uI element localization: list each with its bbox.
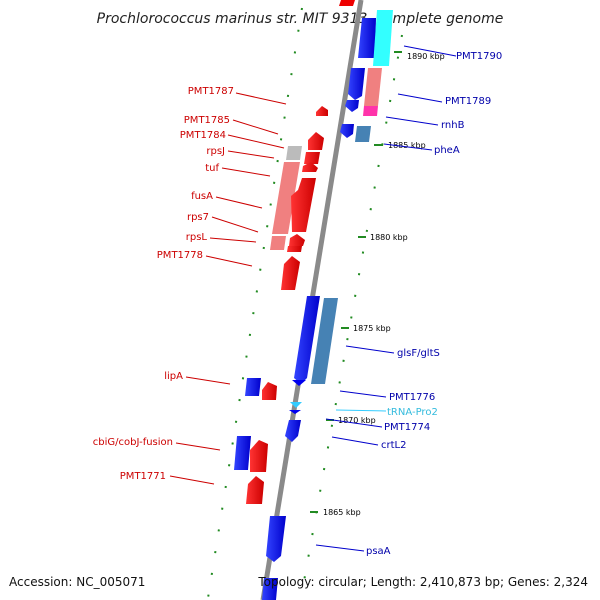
leader-tRNA-Pro2 <box>335 409 387 412</box>
gene-PMT1789-pink <box>363 106 378 116</box>
label-PMT1785: PMT1785 <box>184 115 230 126</box>
gene-top-red <box>339 0 355 6</box>
kbp-label-1880: 1880 kbp <box>370 233 408 242</box>
kbp-labels: 1890 kbp 1885 kbp 1880 kbp 1875 kbp 1870… <box>323 52 445 517</box>
label-PMT1789: PMT1789 <box>445 96 491 107</box>
gene-rps7 <box>289 234 305 246</box>
gene-lipA <box>262 382 277 400</box>
label-PMT1784: PMT1784 <box>180 130 226 141</box>
label-rnhB: rnhB <box>441 120 465 131</box>
reverse-strand-genes <box>246 0 355 504</box>
gene-cbiG-blue <box>234 436 251 470</box>
label-PMT1790: PMT1790 <box>456 51 502 62</box>
accession-label: Accession: NC_005071 <box>9 575 145 589</box>
gene-PMT1774 <box>289 410 301 414</box>
gene-PMT1790-rrna <box>373 10 393 66</box>
label-PMT1787: PMT1787 <box>188 86 234 97</box>
label-cbiG-cobJ-fusion: cbiG/cobJ-fusion <box>93 437 173 448</box>
gene-PMT1787 <box>316 106 328 116</box>
right-leaders <box>315 45 457 552</box>
gene-tRNA-Pro2 <box>290 402 302 408</box>
kbp-label-1875: 1875 kbp <box>353 324 391 333</box>
kbp-label-1890: 1890 kbp <box>407 52 445 61</box>
label-rpsJ: rpsJ <box>206 146 225 157</box>
gene-PMT1789 <box>348 68 365 100</box>
label-glsF-gltS: glsF/gltS <box>397 348 440 359</box>
kbp-label-1885: 1885 kbp <box>388 141 426 150</box>
label-lipA: lipA <box>164 371 183 382</box>
label-tuf: tuf <box>205 163 219 174</box>
gene-crtL2 <box>285 420 301 442</box>
label-pheA: pheA <box>434 145 460 156</box>
gene-glsF-rrna <box>311 298 338 384</box>
label-crtL2: crtL2 <box>381 440 406 451</box>
topology-label: Topology: circular; Length: 2,410,873 bp… <box>257 575 588 589</box>
gene-lipA-blue <box>245 378 261 396</box>
label-PMT1778: PMT1778 <box>157 250 203 261</box>
gene-psaA <box>266 516 286 562</box>
gene-rpsJ <box>286 146 302 160</box>
label-rpsL: rpsL <box>186 232 208 243</box>
gene-rpsL-shade <box>270 236 286 250</box>
label-PMT1771: PMT1771 <box>120 471 166 482</box>
gene-PMT1785 <box>308 132 324 150</box>
left-leaders <box>169 92 287 485</box>
left-gene-labels: PMT1787 PMT1785 PMT1784 rpsJ tuf fusA rp… <box>93 86 234 482</box>
map-title: Prochlorococcus marinus str. MIT 9313, c… <box>97 11 504 27</box>
gene-cbiG <box>250 440 268 472</box>
label-rps7: rps7 <box>187 212 209 223</box>
gene-glsF <box>294 296 320 384</box>
gene-PMT1784 <box>304 152 320 164</box>
gene-rnhB <box>345 100 359 112</box>
gene-pheA-rrna <box>355 126 371 142</box>
label-psaA: psaA <box>366 546 391 557</box>
gene-fusA <box>291 178 316 232</box>
gene-fusA-shade <box>272 162 300 234</box>
right-gene-labels: PMT1790 PMT1789 rnhB pheA glsF/gltS PMT1… <box>366 51 502 557</box>
gene-PMT1776 <box>292 380 306 386</box>
label-fusA: fusA <box>191 191 213 202</box>
gene-bottom-blue <box>262 578 278 600</box>
gene-PMT1778 <box>281 256 300 290</box>
gene-PMT1790 <box>358 18 376 58</box>
kbp-label-1870: 1870 kbp <box>338 416 376 425</box>
gene-PMT1789-shade <box>364 68 382 106</box>
label-PMT1774: PMT1774 <box>384 422 430 433</box>
gene-PMT1771 <box>246 476 264 504</box>
gene-rpsL <box>287 246 302 252</box>
gene-tuf <box>302 162 318 172</box>
label-tRNA-Pro2: tRNA-Pro2 <box>387 407 438 418</box>
kbp-label-1865: 1865 kbp <box>323 508 361 517</box>
gene-pheA <box>340 124 354 138</box>
label-PMT1776: PMT1776 <box>389 392 435 403</box>
forward-strand-genes <box>234 10 393 600</box>
